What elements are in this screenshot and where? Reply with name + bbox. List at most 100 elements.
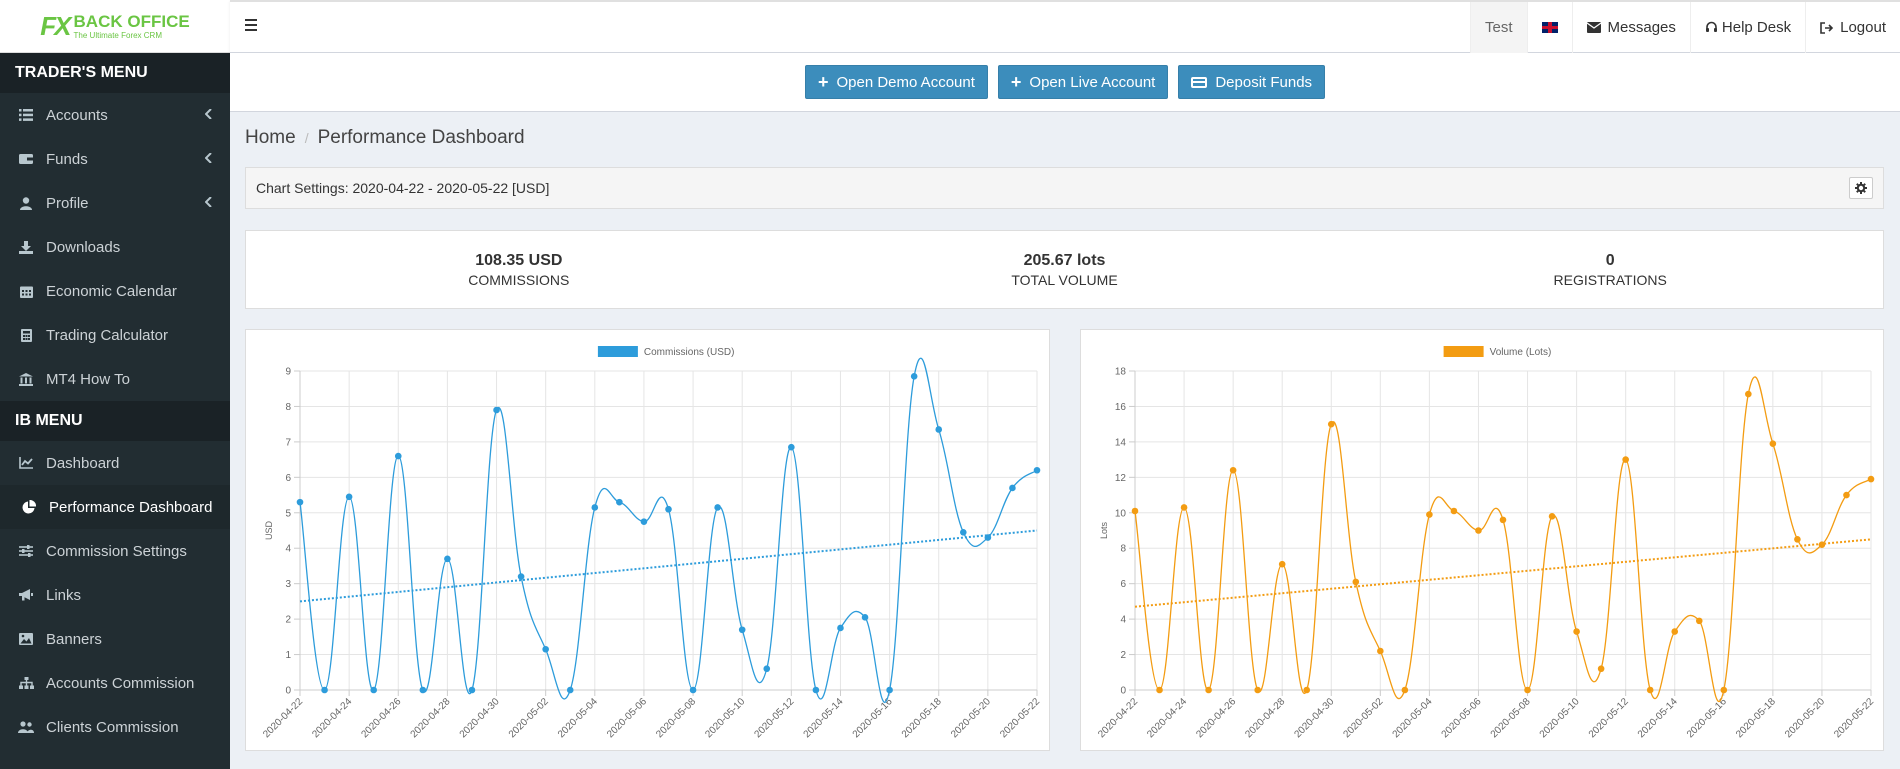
data-point[interactable] [935,426,943,433]
sidebar-item-dashboard[interactable]: Dashboard [0,441,230,485]
data-point[interactable] [689,686,697,694]
messages-link[interactable]: Messages [1571,2,1690,53]
data-point[interactable] [1573,628,1580,635]
data-point[interactable] [1131,507,1139,515]
logo[interactable]: FX BACK OFFICE The Ultimate Forex CRM [0,0,230,53]
data-point[interactable] [1671,628,1679,635]
chart-settings-button[interactable] [1849,177,1873,199]
data-point[interactable] [1303,686,1311,694]
line-chart-icon [17,456,35,470]
data-point[interactable] [1229,466,1237,474]
chart-legend[interactable]: Commissions (USD) [597,346,735,358]
download-icon [17,240,35,254]
data-point[interactable] [566,686,574,694]
data-point[interactable] [616,498,623,506]
data-point[interactable] [493,406,500,414]
data-point[interactable] [886,686,893,694]
data-point[interactable] [468,686,476,694]
data-point[interactable] [394,452,402,460]
data-point[interactable] [738,626,746,634]
data-point[interactable] [591,504,599,511]
data-point[interactable] [837,624,844,632]
data-point[interactable] [1033,466,1041,474]
breadcrumb-home[interactable]: Home [245,127,296,148]
deposit-funds-button[interactable]: Deposit Funds [1178,65,1326,99]
data-point[interactable] [1622,456,1629,463]
x-tick-label: 2020-05-06 [1440,696,1484,740]
sidebar-item-links[interactable]: Links [0,573,230,617]
data-point[interactable] [910,373,918,380]
open-demo-account-button[interactable]: + Open Demo Account [804,65,988,99]
data-point[interactable] [763,665,771,673]
data-point[interactable] [1475,527,1482,534]
data-point[interactable] [640,518,648,525]
data-point[interactable] [1327,420,1335,428]
data-point[interactable] [1401,686,1409,694]
language-selector[interactable] [1526,2,1572,53]
data-point[interactable] [1548,513,1556,520]
sidebar-item-performance-dashboard[interactable]: Performance Dashboard [0,485,230,529]
data-point[interactable] [861,614,869,621]
data-point[interactable] [1843,491,1850,499]
data-point[interactable] [1450,507,1458,515]
data-point[interactable] [1009,484,1016,492]
calculator-icon [17,328,35,342]
data-point[interactable] [1597,665,1605,673]
data-point[interactable] [370,686,377,694]
hamburger-menu-icon[interactable] [245,16,265,36]
data-point[interactable] [1254,686,1261,694]
sidebar-item-commission-settings[interactable]: Commission Settings [0,529,230,573]
sidebar-item-funds[interactable]: Funds [0,137,230,181]
data-point[interactable] [321,686,328,694]
sidebar-item-label: Downloads [46,238,121,256]
logout-link[interactable]: Logout [1805,2,1900,53]
y-tick-label: 0 [1120,686,1126,697]
sidebar-item-accounts[interactable]: Accounts [0,93,230,137]
sidebar-item-trading-calculator[interactable]: Trading Calculator [0,313,230,357]
chart-legend[interactable]: Volume (Lots) [1443,346,1552,358]
data-point[interactable] [1352,578,1360,586]
data-point[interactable] [960,528,967,536]
data-point[interactable] [1720,686,1728,694]
data-point[interactable] [419,686,427,694]
data-point[interactable] [788,443,795,451]
data-point[interactable] [517,573,525,580]
data-point[interactable] [542,645,549,653]
sidebar-item-label: Trading Calculator [46,326,168,344]
data-point[interactable] [1818,541,1826,548]
data-point[interactable] [1646,686,1654,694]
data-point[interactable] [665,505,672,513]
data-point[interactable] [1745,390,1752,398]
data-point[interactable] [1278,560,1286,568]
data-point[interactable] [444,555,451,563]
data-point[interactable] [345,493,353,501]
sidebar-item-accounts-commission[interactable]: Accounts Commission [0,661,230,705]
sidebar-item-clients-commission[interactable]: Clients Commission [0,705,230,749]
data-point[interactable] [296,498,304,506]
help-desk-link[interactable]: Help Desk [1689,2,1805,53]
open-live-account-button[interactable]: + Open Live Account [997,65,1169,99]
data-point[interactable] [1156,686,1163,694]
data-point[interactable] [1867,475,1875,483]
data-point[interactable] [1205,686,1212,694]
data-point[interactable] [714,504,721,511]
sidebar-item-economic-calendar[interactable]: Economic Calendar [0,269,230,313]
data-point[interactable] [1794,536,1801,543]
user-name[interactable]: Test [1470,2,1527,53]
data-point[interactable] [1769,440,1777,447]
data-point[interactable] [1377,647,1384,655]
data-point[interactable] [1180,504,1188,511]
sidebar-item-label: Links [46,586,82,604]
data-point[interactable] [812,686,820,694]
sidebar-item-downloads[interactable]: Downloads [0,225,230,269]
data-point[interactable] [1524,686,1531,694]
sidebar-item-mt4-how-to[interactable]: MT4 How To [0,357,230,401]
x-tick-label: 2020-04-28 [409,696,453,740]
data-point[interactable] [984,534,992,541]
data-point[interactable] [1499,516,1507,524]
chevron-left-icon [204,196,212,210]
data-point[interactable] [1695,617,1703,625]
data-point[interactable] [1426,511,1433,518]
sidebar-item-profile[interactable]: Profile [0,181,230,225]
sidebar-item-banners[interactable]: Banners [0,617,230,661]
